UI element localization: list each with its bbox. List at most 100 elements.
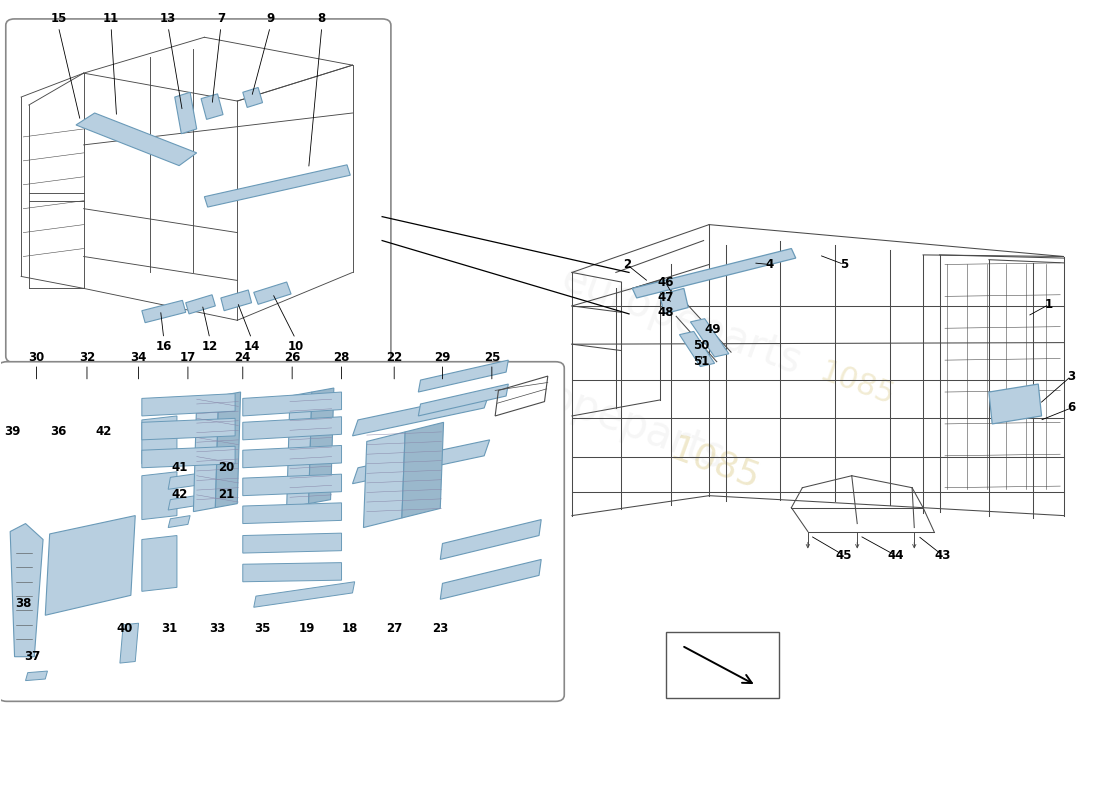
Polygon shape bbox=[660, 288, 689, 314]
Text: 44: 44 bbox=[888, 549, 904, 562]
Text: 17: 17 bbox=[179, 351, 196, 364]
Text: 29: 29 bbox=[434, 351, 451, 364]
Text: 34: 34 bbox=[131, 351, 146, 364]
Text: 6: 6 bbox=[1067, 402, 1076, 414]
Text: 4: 4 bbox=[766, 258, 773, 271]
Text: 50: 50 bbox=[693, 339, 710, 352]
Text: 37: 37 bbox=[24, 650, 41, 663]
Text: 40: 40 bbox=[117, 622, 132, 635]
Polygon shape bbox=[186, 294, 216, 314]
Text: 28: 28 bbox=[333, 351, 350, 364]
Polygon shape bbox=[201, 94, 223, 119]
Polygon shape bbox=[243, 503, 341, 523]
Text: 22: 22 bbox=[386, 351, 403, 364]
Text: europeparts: europeparts bbox=[268, 438, 503, 554]
Text: 16: 16 bbox=[155, 340, 172, 353]
Polygon shape bbox=[216, 392, 241, 508]
Text: 1085: 1085 bbox=[816, 357, 899, 411]
Polygon shape bbox=[254, 582, 354, 607]
Polygon shape bbox=[221, 290, 252, 310]
Text: 24: 24 bbox=[234, 351, 251, 364]
Text: 45: 45 bbox=[836, 549, 852, 562]
Text: 41: 41 bbox=[170, 462, 187, 474]
Text: 1: 1 bbox=[1045, 298, 1054, 311]
Polygon shape bbox=[309, 388, 333, 504]
Text: 19: 19 bbox=[298, 622, 315, 635]
Text: 14: 14 bbox=[243, 340, 260, 353]
Polygon shape bbox=[243, 474, 341, 496]
Polygon shape bbox=[989, 384, 1042, 424]
Text: 43: 43 bbox=[935, 549, 952, 562]
Polygon shape bbox=[287, 392, 312, 508]
Polygon shape bbox=[418, 360, 508, 392]
FancyBboxPatch shape bbox=[6, 19, 390, 362]
Text: 46: 46 bbox=[657, 275, 673, 289]
Text: 33: 33 bbox=[209, 622, 226, 635]
Polygon shape bbox=[243, 417, 341, 440]
FancyBboxPatch shape bbox=[667, 632, 779, 698]
Text: 47: 47 bbox=[657, 291, 673, 305]
Text: 2: 2 bbox=[623, 258, 631, 271]
Polygon shape bbox=[168, 515, 190, 527]
Polygon shape bbox=[632, 249, 795, 298]
Polygon shape bbox=[76, 113, 197, 166]
Polygon shape bbox=[243, 446, 341, 468]
Text: europeparts: europeparts bbox=[556, 258, 807, 383]
Polygon shape bbox=[142, 300, 186, 322]
Polygon shape bbox=[691, 318, 729, 357]
Polygon shape bbox=[120, 623, 139, 663]
Text: 20: 20 bbox=[218, 462, 234, 474]
Polygon shape bbox=[142, 472, 177, 519]
Polygon shape bbox=[243, 562, 341, 582]
Text: 42: 42 bbox=[170, 487, 187, 501]
Polygon shape bbox=[254, 282, 292, 304]
Text: 49: 49 bbox=[704, 323, 720, 336]
Polygon shape bbox=[142, 446, 235, 468]
Text: 39: 39 bbox=[4, 426, 21, 438]
Polygon shape bbox=[243, 87, 263, 107]
Text: 8: 8 bbox=[318, 13, 326, 26]
Polygon shape bbox=[243, 533, 341, 553]
Text: 15: 15 bbox=[51, 13, 67, 26]
Polygon shape bbox=[142, 418, 235, 440]
Text: 3: 3 bbox=[1067, 370, 1075, 382]
Polygon shape bbox=[402, 422, 443, 518]
Text: 5: 5 bbox=[840, 258, 848, 271]
Polygon shape bbox=[175, 92, 197, 134]
Polygon shape bbox=[10, 523, 43, 657]
Text: 18: 18 bbox=[342, 622, 359, 635]
Text: 42: 42 bbox=[96, 426, 111, 438]
Polygon shape bbox=[194, 396, 219, 512]
Text: 51: 51 bbox=[693, 355, 710, 368]
Text: 36: 36 bbox=[51, 426, 67, 438]
Polygon shape bbox=[243, 392, 341, 416]
Polygon shape bbox=[418, 384, 508, 416]
Text: 48: 48 bbox=[657, 306, 673, 319]
Polygon shape bbox=[45, 515, 135, 615]
Text: 26: 26 bbox=[284, 351, 300, 364]
Text: 32: 32 bbox=[79, 351, 95, 364]
Text: 27: 27 bbox=[386, 622, 403, 635]
Polygon shape bbox=[168, 496, 196, 510]
Text: europeparts: europeparts bbox=[478, 353, 730, 479]
Polygon shape bbox=[363, 432, 405, 527]
Text: 13: 13 bbox=[160, 13, 176, 26]
Text: 10: 10 bbox=[287, 340, 304, 353]
Text: 11: 11 bbox=[103, 13, 119, 26]
FancyBboxPatch shape bbox=[0, 362, 564, 702]
Polygon shape bbox=[168, 474, 199, 490]
Text: 30: 30 bbox=[29, 351, 45, 364]
Text: 9: 9 bbox=[266, 13, 274, 26]
Polygon shape bbox=[352, 392, 490, 436]
Polygon shape bbox=[205, 165, 350, 207]
Text: 25: 25 bbox=[484, 351, 500, 364]
Text: 7: 7 bbox=[217, 13, 224, 26]
Polygon shape bbox=[25, 671, 47, 681]
Polygon shape bbox=[440, 519, 541, 559]
Text: 23: 23 bbox=[432, 622, 449, 635]
Polygon shape bbox=[142, 416, 177, 464]
Polygon shape bbox=[352, 440, 490, 484]
Text: 1085: 1085 bbox=[666, 432, 763, 495]
Polygon shape bbox=[142, 394, 235, 416]
Text: 38: 38 bbox=[15, 597, 32, 610]
